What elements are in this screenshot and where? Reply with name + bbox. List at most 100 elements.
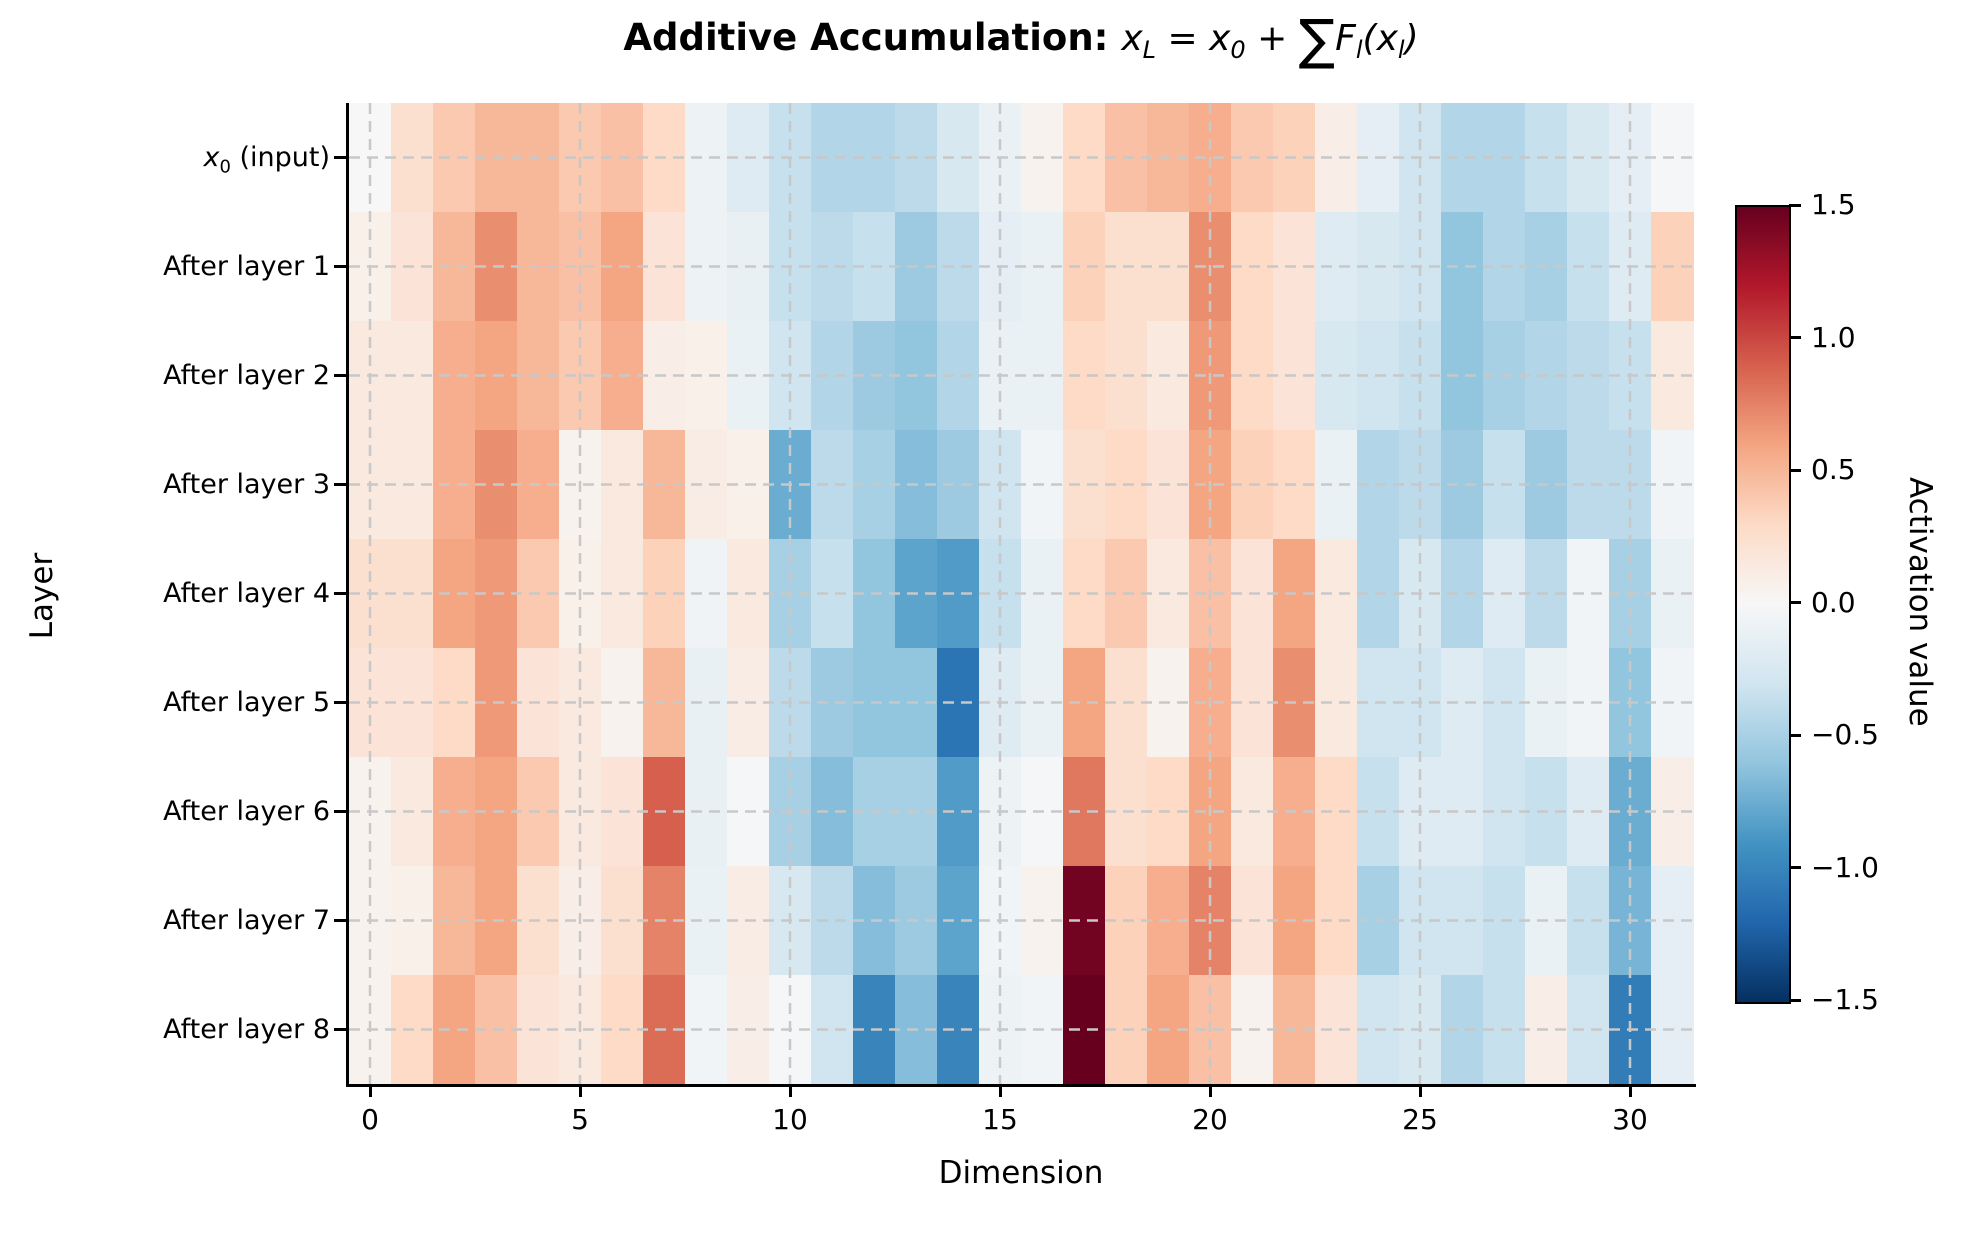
- heatmap-cell-r1c28: [1525, 212, 1568, 322]
- heatmap-cell-r2c28: [1525, 321, 1568, 431]
- heatmap-cell-r7c2: [433, 866, 476, 976]
- heatmap-cell-r3c1: [391, 430, 434, 540]
- heatmap-cell-r8c16: [1021, 975, 1064, 1085]
- colorbar-tick-mark: [1789, 601, 1801, 604]
- heatmap-cell-r1c16: [1021, 212, 1064, 322]
- heatmap-cell-r6c0: [349, 757, 392, 867]
- row-label-part: 0: [219, 155, 231, 177]
- heatmap-cell-r7c28: [1525, 866, 1568, 976]
- heatmap-cell-r4c20: [1189, 539, 1232, 649]
- heatmap-cell-r6c3: [475, 757, 518, 867]
- formula-token: +: [1245, 18, 1299, 59]
- x-tick-mark: [1418, 1084, 1422, 1097]
- heatmap-cell-r3c15: [979, 430, 1022, 540]
- heatmap-cell-r4c7: [643, 539, 686, 649]
- heatmap-cell-r3c25: [1399, 430, 1442, 540]
- x-tick-label-15: 15: [982, 1103, 1018, 1136]
- x-axis-spine: [346, 1084, 1696, 1087]
- heatmap-cell-r4c2: [433, 539, 476, 649]
- heatmap-cell-r3c14: [937, 430, 980, 540]
- formula-token: x: [1376, 18, 1398, 59]
- heatmap-cell-r3c11: [811, 430, 854, 540]
- heatmap-cell-r5c24: [1357, 648, 1400, 758]
- heatmap-cell-r5c31: [1651, 648, 1694, 758]
- y-tick-label-6: After layer 6: [163, 795, 330, 827]
- heatmap-cell-r8c26: [1441, 975, 1484, 1085]
- heatmap-cell-r6c14: [937, 757, 980, 867]
- heatmap-cell-r2c30: [1609, 321, 1652, 431]
- x-tick-mark: [578, 1084, 582, 1097]
- heatmap-cell-r5c21: [1231, 648, 1274, 758]
- heatmap-cell-r0c24: [1357, 103, 1400, 213]
- heatmap-cell-r5c2: [433, 648, 476, 758]
- y-tick-mark: [334, 1028, 347, 1031]
- heatmap-cell-r0c17: [1063, 103, 1106, 213]
- y-tick-mark: [334, 156, 347, 159]
- heatmap-cell-r7c10: [769, 866, 812, 976]
- x-tick-label-20: 20: [1192, 1103, 1228, 1136]
- heatmap-cell-r7c15: [979, 866, 1022, 976]
- heatmap-cell-r6c8: [685, 757, 728, 867]
- heatmap-cell-r6c10: [769, 757, 812, 867]
- heatmap-cell-r2c9: [727, 321, 770, 431]
- heatmap-cell-r2c14: [937, 321, 980, 431]
- heatmap-cell-r3c24: [1357, 430, 1400, 540]
- heatmap-cell-r2c22: [1273, 321, 1316, 431]
- heatmap-cell-r4c15: [979, 539, 1022, 649]
- heatmap-cell-r3c4: [517, 430, 560, 540]
- heatmap-cell-r1c31: [1651, 212, 1694, 322]
- heatmap-cell-r1c9: [727, 212, 770, 322]
- heatmap-cell-r1c7: [643, 212, 686, 322]
- heatmap-cell-r3c19: [1147, 430, 1190, 540]
- heatmap-cell-r0c25: [1399, 103, 1442, 213]
- heatmap-cell-r6c11: [811, 757, 854, 867]
- y-tick-label-1: After layer 1: [163, 250, 330, 282]
- heatmap-cell-r3c6: [601, 430, 644, 540]
- heatmap-cell-r4c9: [727, 539, 770, 649]
- heatmap-cell-r3c16: [1021, 430, 1064, 540]
- heatmap-cell-r3c21: [1231, 430, 1274, 540]
- heatmap-cell-r2c0: [349, 321, 392, 431]
- heatmap-cell-r3c29: [1567, 430, 1610, 540]
- heatmap-cell-r7c30: [1609, 866, 1652, 976]
- heatmap-cell-r2c26: [1441, 321, 1484, 431]
- heatmap-cell-r5c10: [769, 648, 812, 758]
- heatmap-cell-r7c26: [1441, 866, 1484, 976]
- heatmap-cell-r4c18: [1105, 539, 1148, 649]
- heatmap-cell-r6c28: [1525, 757, 1568, 867]
- heatmap-cell-r6c9: [727, 757, 770, 867]
- row-label-part: (input): [230, 141, 330, 173]
- colorbar-tick-mark: [1789, 998, 1801, 1002]
- heatmap-cell-r5c27: [1483, 648, 1526, 758]
- heatmap-cell-r7c17: [1063, 866, 1106, 976]
- heatmap-cell-r5c1: [391, 648, 434, 758]
- colorbar-tick-label-6: −1.5: [1811, 983, 1879, 1016]
- formula-token: =: [1156, 18, 1210, 59]
- heatmap-cell-r6c24: [1357, 757, 1400, 867]
- heatmap-cell-r7c6: [601, 866, 644, 976]
- x-tick-mark: [788, 1084, 792, 1097]
- heatmap-cell-r6c5: [559, 757, 602, 867]
- heatmap-cell-r0c31: [1651, 103, 1694, 213]
- heatmap-cell-r6c20: [1189, 757, 1232, 867]
- heatmap-cell-r5c23: [1315, 648, 1358, 758]
- heatmap-cell-r5c29: [1567, 648, 1610, 758]
- heatmap-cell-r0c3: [475, 103, 518, 213]
- heatmap-cell-r0c28: [1525, 103, 1568, 213]
- formula-token: ∑: [1298, 8, 1336, 71]
- heatmap-cell-r2c27: [1483, 321, 1526, 431]
- formula-token: x: [1121, 18, 1143, 59]
- heatmap-cell-r8c17: [1063, 975, 1106, 1085]
- heatmap-cell-r8c24: [1357, 975, 1400, 1085]
- heatmap-cell-r0c9: [727, 103, 770, 213]
- heatmap-cell-r1c29: [1567, 212, 1610, 322]
- heatmap-cell-r6c29: [1567, 757, 1610, 867]
- heatmap-cell-r0c29: [1567, 103, 1610, 213]
- heatmap-cell-r1c20: [1189, 212, 1232, 322]
- heatmap-cell-r0c30: [1609, 103, 1652, 213]
- heatmap-cell-r1c30: [1609, 212, 1652, 322]
- heatmap-cell-r6c1: [391, 757, 434, 867]
- heatmap-cell-r4c27: [1483, 539, 1526, 649]
- heatmap-cell-r5c14: [937, 648, 980, 758]
